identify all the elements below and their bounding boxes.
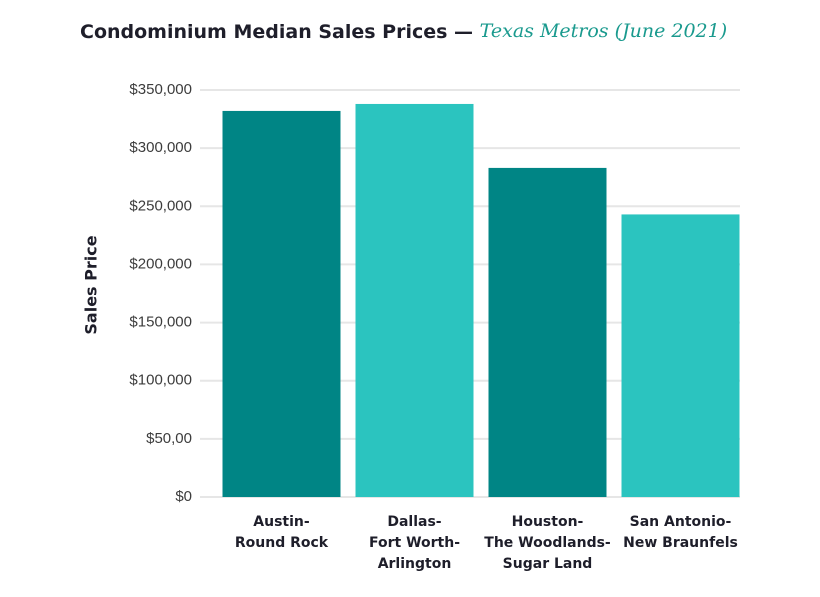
x-tick-label: The Woodlands- [484,535,611,551]
x-tick-label: Austin- [253,514,310,530]
y-tick-label: $200,000 [129,255,192,272]
y-tick-label: $50,00 [146,430,192,447]
y-tick-label: $0 [175,488,192,505]
y-tick-label: $300,000 [129,139,192,156]
x-tick-label: New Braunfels [623,535,738,551]
x-tick-label: Dallas- [387,514,441,530]
bar [222,110,341,497]
x-tick-label: Round Rock [235,535,329,551]
title-subtitle: Texas Metros (June 2021) [480,20,727,42]
bar [355,103,474,497]
y-axis-label: Sales Price [82,235,101,334]
y-tick-label: $350,000 [129,81,192,98]
x-tick-label: Fort Worth- [369,535,460,551]
chart-title: Condominium Median Sales Prices — Texas … [80,20,727,43]
x-tick-label: San Antonio- [630,514,732,530]
y-tick-label: $100,000 [129,372,192,389]
y-tick-label: $150,000 [129,314,192,331]
x-tick-label: Houston- [512,514,584,530]
y-tick-label: $250,000 [129,197,192,214]
bar [621,214,740,497]
x-tick-label: Arlington [378,556,452,572]
bar [488,167,607,497]
x-tick-label: Sugar Land [503,556,593,572]
title-main: Condominium Median Sales Prices — [80,21,480,43]
